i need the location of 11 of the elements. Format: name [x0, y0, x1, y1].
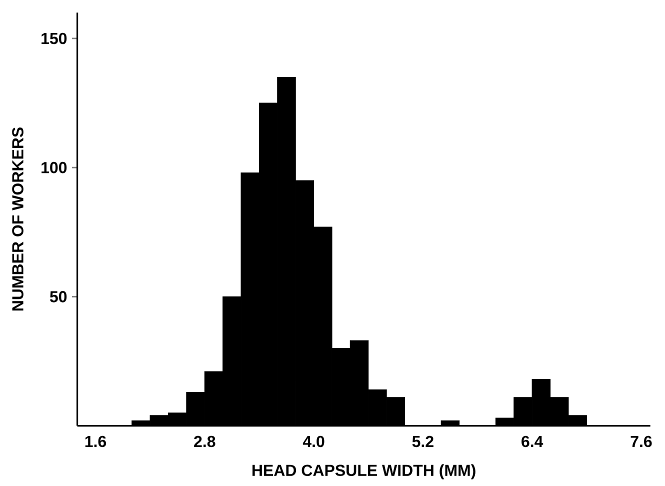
- x-axis-title: HEAD CAPSULE WIDTH (MM): [252, 464, 476, 480]
- x-tick-label: 2.8: [194, 436, 216, 448]
- x-tick-label: 7.6: [630, 436, 652, 448]
- y-axis-title: NUMBER OF WORKERS: [12, 128, 24, 311]
- x-tick-label: 4.0: [302, 436, 324, 448]
- y-tick-label: 150: [42, 32, 67, 44]
- y-tick-label: 100: [42, 162, 67, 174]
- x-tick-label: 6.4: [522, 436, 544, 448]
- x-tick-label: 1.6: [85, 436, 106, 448]
- x-tick-label: 5.2: [412, 436, 434, 448]
- y-tick-label: 50: [50, 291, 67, 302]
